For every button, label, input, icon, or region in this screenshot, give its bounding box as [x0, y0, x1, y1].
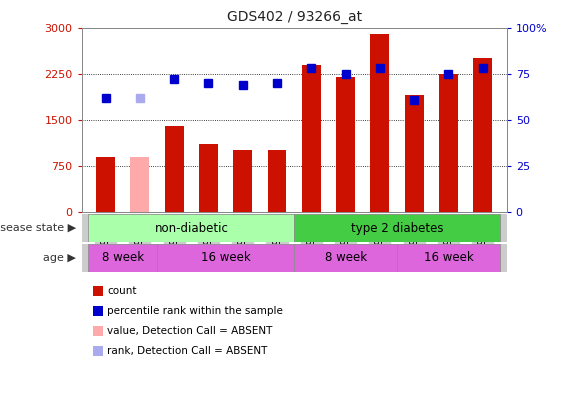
- Bar: [294, 244, 397, 272]
- Bar: [473, 58, 492, 212]
- Bar: [88, 214, 294, 242]
- Bar: [397, 244, 500, 272]
- Bar: [165, 126, 184, 212]
- Text: non-diabetic: non-diabetic: [154, 222, 228, 234]
- Text: age ▶: age ▶: [43, 253, 76, 263]
- Bar: [88, 244, 157, 272]
- Bar: [96, 156, 115, 212]
- Text: disease state ▶: disease state ▶: [0, 223, 76, 233]
- Bar: [233, 150, 252, 212]
- Text: percentile rank within the sample: percentile rank within the sample: [107, 306, 283, 316]
- Bar: [294, 214, 500, 242]
- Bar: [199, 144, 218, 212]
- Bar: [267, 150, 287, 212]
- Text: 8 week: 8 week: [102, 251, 144, 264]
- Bar: [336, 77, 355, 212]
- Text: count: count: [107, 286, 136, 297]
- Bar: [405, 95, 423, 212]
- Bar: [439, 74, 458, 212]
- Text: type 2 diabetes: type 2 diabetes: [351, 222, 443, 234]
- Bar: [302, 65, 321, 212]
- Text: 16 week: 16 week: [423, 251, 473, 264]
- Text: 8 week: 8 week: [324, 251, 367, 264]
- Bar: [131, 156, 149, 212]
- Text: 16 week: 16 week: [201, 251, 251, 264]
- Text: value, Detection Call = ABSENT: value, Detection Call = ABSENT: [107, 326, 272, 336]
- Bar: [157, 244, 294, 272]
- Bar: [370, 34, 389, 212]
- Text: rank, Detection Call = ABSENT: rank, Detection Call = ABSENT: [107, 346, 267, 356]
- Title: GDS402 / 93266_at: GDS402 / 93266_at: [226, 10, 362, 24]
